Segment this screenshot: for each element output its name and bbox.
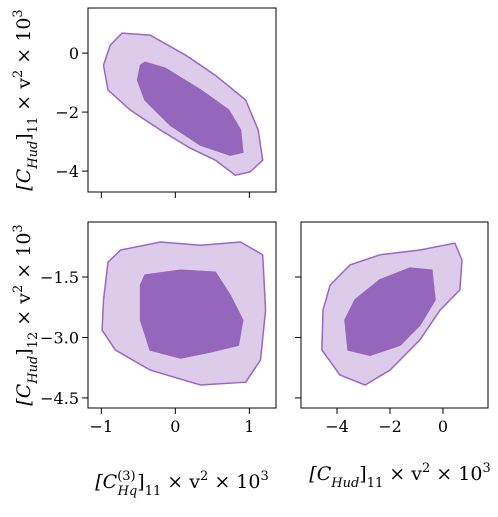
label-part: 2 bbox=[11, 285, 26, 293]
label-part: × 10 bbox=[13, 18, 35, 70]
x-axis-label: [C(3) Hq]11 × v2 × 103 bbox=[95, 469, 269, 499]
y-tick-label: −2 bbox=[55, 103, 79, 122]
label-part: × v bbox=[13, 78, 35, 117]
label-part: 2 bbox=[422, 461, 430, 476]
label-part: Hq bbox=[117, 484, 138, 499]
label-part: [C bbox=[13, 168, 35, 190]
label-part: 2 bbox=[200, 469, 208, 484]
label-part: × v bbox=[383, 463, 422, 485]
label-part: × v bbox=[161, 471, 200, 493]
label-part: × 10 bbox=[430, 463, 482, 485]
label-part: Hud bbox=[26, 356, 41, 385]
label-part: 2 bbox=[11, 70, 26, 78]
label-part: × 10 bbox=[208, 471, 260, 493]
label-part: 3 bbox=[11, 224, 26, 232]
label-part: × v bbox=[13, 293, 35, 332]
label-part: 3 bbox=[482, 461, 490, 476]
label-part: (3) bbox=[117, 469, 135, 484]
axes-frame bbox=[87, 7, 277, 193]
y-tick-label: −4 bbox=[55, 162, 79, 181]
label-part: Hud bbox=[330, 476, 359, 491]
label-part: [C bbox=[13, 383, 35, 405]
x-tick-label: −4 bbox=[325, 417, 349, 436]
label-part: 11 bbox=[26, 117, 41, 134]
y-tick-label: −1.5 bbox=[40, 268, 79, 287]
label-part: [C bbox=[309, 463, 331, 485]
label-part: ] bbox=[13, 348, 35, 355]
label-part: ] bbox=[13, 133, 35, 140]
y-axis-label: [CHud]12 × v2 × 103 bbox=[11, 224, 41, 405]
y-axis-label: [CHud]11 × v2 × 103 bbox=[11, 9, 41, 190]
contour bbox=[344, 267, 436, 356]
label-part: Hud bbox=[26, 141, 41, 170]
axes-frame bbox=[300, 221, 489, 409]
label-part: ] bbox=[137, 471, 144, 493]
label-part: × 10 bbox=[13, 233, 35, 285]
y-tick-label: −3.0 bbox=[40, 328, 79, 347]
x-tick-label: 0 bbox=[170, 417, 180, 436]
label-part: [C bbox=[95, 471, 117, 493]
label-part: 11 bbox=[145, 484, 162, 499]
x-tick-label: 0 bbox=[438, 417, 448, 436]
contour bbox=[139, 269, 244, 359]
y-tick-label: −4.5 bbox=[40, 389, 79, 408]
label-part: 3 bbox=[11, 9, 26, 17]
label-part: 12 bbox=[26, 332, 41, 349]
label-part: 3 bbox=[260, 469, 268, 484]
x-tick-label: 1 bbox=[244, 417, 254, 436]
label-part: ] bbox=[359, 463, 366, 485]
y-tick-label: 0 bbox=[69, 44, 79, 63]
contour bbox=[136, 61, 244, 156]
x-axis-label: [CHud]11 × v2 × 103 bbox=[309, 461, 490, 491]
axes-frame bbox=[87, 221, 277, 409]
x-tick-label: −1 bbox=[90, 417, 114, 436]
label-part: 11 bbox=[367, 476, 384, 491]
x-tick-label: −2 bbox=[378, 417, 402, 436]
